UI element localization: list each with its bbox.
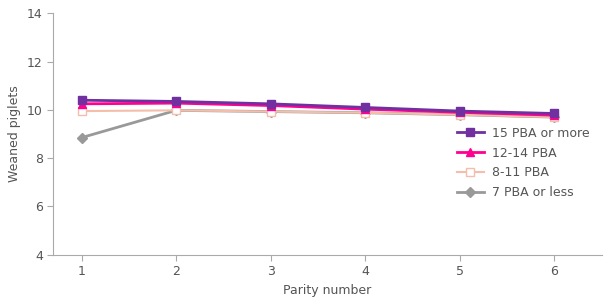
7 PBA or less xyxy=(173,109,180,112)
12-14 PBA xyxy=(173,101,180,105)
8-11 PBA xyxy=(267,110,274,113)
12-14 PBA xyxy=(267,104,274,107)
7 PBA or less xyxy=(78,136,85,139)
X-axis label: Parity number: Parity number xyxy=(283,284,371,297)
12-14 PBA xyxy=(551,113,558,117)
8-11 PBA xyxy=(551,115,558,119)
Line: 12-14 PBA: 12-14 PBA xyxy=(77,99,559,119)
Line: 7 PBA or less: 7 PBA or less xyxy=(78,107,558,141)
15 PBA or more xyxy=(362,106,369,109)
15 PBA or more xyxy=(551,112,558,115)
Line: 8-11 PBA: 8-11 PBA xyxy=(77,106,559,121)
15 PBA or more xyxy=(78,99,85,102)
7 PBA or less xyxy=(551,115,558,119)
Legend: 15 PBA or more, 12-14 PBA, 8-11 PBA, 7 PBA or less: 15 PBA or more, 12-14 PBA, 8-11 PBA, 7 P… xyxy=(450,120,595,206)
8-11 PBA xyxy=(173,109,180,112)
8-11 PBA xyxy=(456,113,464,117)
15 PBA or more xyxy=(456,109,464,113)
Y-axis label: Weaned piglets: Weaned piglets xyxy=(9,86,21,182)
8-11 PBA xyxy=(78,109,85,113)
12-14 PBA xyxy=(456,110,464,114)
15 PBA or more xyxy=(173,100,180,103)
Line: 15 PBA or more: 15 PBA or more xyxy=(77,96,559,118)
12-14 PBA xyxy=(78,102,85,106)
15 PBA or more xyxy=(267,102,274,106)
7 PBA or less xyxy=(267,110,274,113)
8-11 PBA xyxy=(362,111,369,115)
7 PBA or less xyxy=(456,113,464,117)
12-14 PBA xyxy=(362,107,369,111)
7 PBA or less xyxy=(362,111,369,115)
